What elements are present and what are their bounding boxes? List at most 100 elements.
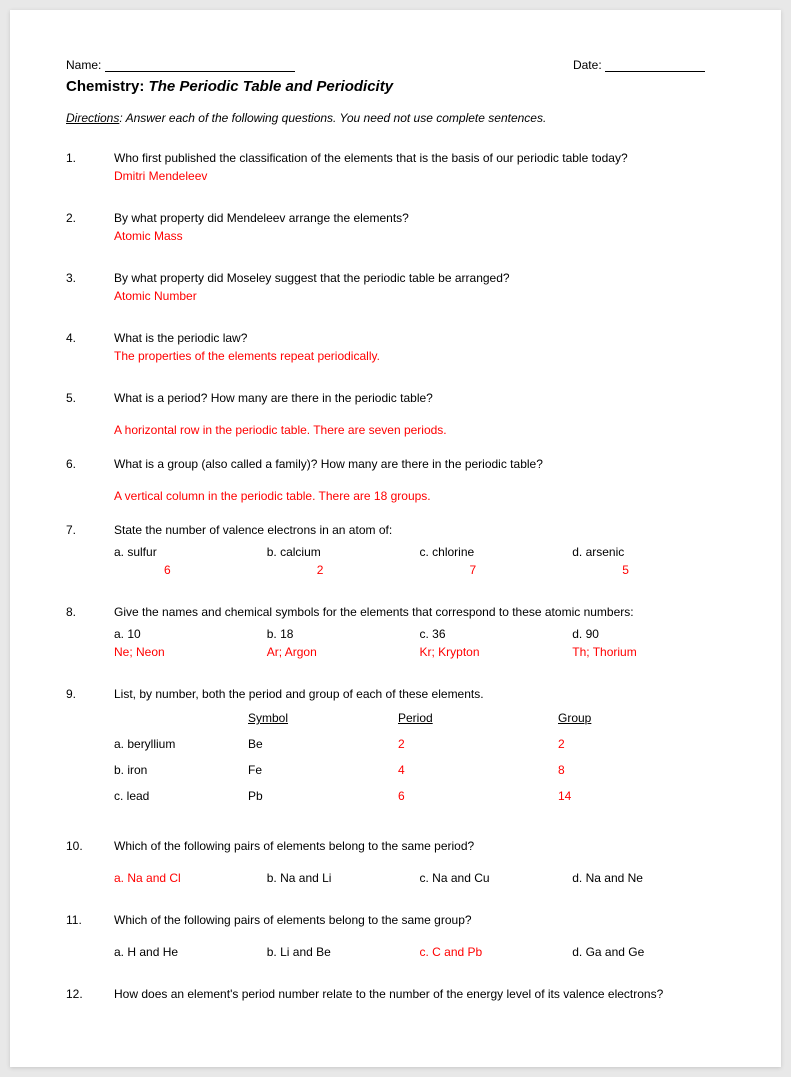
question-2: 2. By what property did Mendeleev arrang… (66, 209, 725, 245)
q-body: What is a period? How many are there in … (114, 389, 725, 439)
q-number: 5. (66, 389, 114, 439)
q7-b-ans: 2 (267, 561, 420, 579)
question-10: 10. Which of the following pairs of elem… (66, 837, 725, 887)
q-body: Which of the following pairs of elements… (114, 911, 725, 961)
q7-answers: 6 2 7 5 (114, 561, 725, 579)
q11-d: d. Ga and Ge (572, 943, 725, 961)
q10-a: a. Na and Cl (114, 869, 267, 887)
directions: Directions: Answer each of the following… (66, 111, 725, 125)
worksheet-page: Name: Date: Chemistry: The Periodic Tabl… (10, 10, 781, 1067)
q-text: How does an element's period number rela… (114, 985, 725, 1003)
q-text: Which of the following pairs of elements… (114, 837, 725, 855)
question-12: 12. How does an element's period number … (66, 985, 725, 1003)
q-answer: Atomic Number (114, 287, 725, 305)
blank-cell (114, 709, 248, 727)
q8-d-ans: Th; Thorium (572, 643, 725, 661)
q-body: State the number of valence electrons in… (114, 521, 725, 579)
h-group: Group (558, 709, 678, 727)
el: a. beryllium (114, 735, 248, 753)
title-prefix: Chemistry: (66, 78, 144, 95)
q-answer: Dmitri Mendeleev (114, 167, 725, 185)
q10-d: d. Na and Ne (572, 869, 725, 887)
group: 8 (558, 761, 678, 779)
q-body: Which of the following pairs of elements… (114, 837, 725, 887)
q-number: 2. (66, 209, 114, 245)
name-field: Name: (66, 58, 295, 72)
q-body: What is a group (also called a family)? … (114, 455, 725, 505)
q8-c-ans: Kr; Krypton (420, 643, 573, 661)
q7-c: c. chlorine (420, 543, 573, 561)
q-number: 7. (66, 521, 114, 579)
question-1: 1. Who first published the classificatio… (66, 149, 725, 185)
q-text: State the number of valence electrons in… (114, 521, 725, 539)
q-text: What is a group (also called a family)? … (114, 455, 725, 473)
q-body: By what property did Moseley suggest tha… (114, 269, 725, 305)
question-4: 4. What is the periodic law? The propert… (66, 329, 725, 365)
q9-table: Symbol Period Group a. beryllium Be 2 2 … (114, 709, 725, 805)
q-answer: Atomic Mass (114, 227, 725, 245)
name-blank (105, 60, 295, 72)
q-number: 9. (66, 685, 114, 813)
sym: Be (248, 735, 398, 753)
q8-answers: Ne; Neon Ar; Argon Kr; Krypton Th; Thori… (114, 643, 725, 661)
q10-b: b. Na and Li (267, 869, 420, 887)
q-number: 11. (66, 911, 114, 961)
name-label: Name: (66, 58, 101, 72)
q-answer: A horizontal row in the periodic table. … (114, 421, 725, 439)
q-text: Who first published the classification o… (114, 149, 725, 167)
q-body: List, by number, both the period and gro… (114, 685, 725, 813)
q-answer: A vertical column in the periodic table.… (114, 487, 725, 505)
q-text: What is the periodic law? (114, 329, 725, 347)
q10-c: c. Na and Cu (420, 869, 573, 887)
q8-a: a. 10 (114, 625, 267, 643)
h-symbol: Symbol (248, 709, 398, 727)
el: b. iron (114, 761, 248, 779)
q-number: 1. (66, 149, 114, 185)
q7-a-ans: 6 (114, 561, 267, 579)
q-text: Which of the following pairs of elements… (114, 911, 725, 929)
q-number: 6. (66, 455, 114, 505)
q-body: Give the names and chemical symbols for … (114, 603, 725, 661)
q-number: 10. (66, 837, 114, 887)
q8-d: d. 90 (572, 625, 725, 643)
q-number: 12. (66, 985, 114, 1003)
period: 4 (398, 761, 558, 779)
q-number: 4. (66, 329, 114, 365)
q7-b: b. calcium (267, 543, 420, 561)
q8-b: b. 18 (267, 625, 420, 643)
sym: Pb (248, 787, 398, 805)
header-row: Name: Date: (66, 58, 725, 72)
date-label: Date: (573, 58, 602, 72)
directions-label: Directions (66, 111, 119, 125)
q-answer: The properties of the elements repeat pe… (114, 347, 725, 365)
q-text: List, by number, both the period and gro… (114, 685, 725, 703)
q-body: What is the periodic law? The properties… (114, 329, 725, 365)
period: 6 (398, 787, 558, 805)
q9-header-row: Symbol Period Group (114, 709, 725, 727)
q7-d-ans: 5 (572, 561, 725, 579)
q7-a: a. sulfur (114, 543, 267, 561)
page-title: Chemistry: The Periodic Table and Period… (66, 78, 725, 95)
q-number: 8. (66, 603, 114, 661)
q11-a: a. H and He (114, 943, 267, 961)
q-text: What is a period? How many are there in … (114, 389, 725, 407)
q10-options: a. Na and Cl b. Na and Li c. Na and Cu d… (114, 869, 725, 887)
el: c. lead (114, 787, 248, 805)
q-body: By what property did Mendeleev arrange t… (114, 209, 725, 245)
q-text: Give the names and chemical symbols for … (114, 603, 725, 621)
q7-d: d. arsenic (572, 543, 725, 561)
question-9: 9. List, by number, both the period and … (66, 685, 725, 813)
date-field: Date: (573, 58, 705, 72)
h-period: Period (398, 709, 558, 727)
q11-b: b. Li and Be (267, 943, 420, 961)
question-7: 7. State the number of valence electrons… (66, 521, 725, 579)
question-6: 6. What is a group (also called a family… (66, 455, 725, 505)
q9-row-a: a. beryllium Be 2 2 (114, 735, 725, 753)
sym: Fe (248, 761, 398, 779)
question-8: 8. Give the names and chemical symbols f… (66, 603, 725, 661)
q7-c-ans: 7 (420, 561, 573, 579)
q8-a-ans: Ne; Neon (114, 643, 267, 661)
q-text: By what property did Mendeleev arrange t… (114, 209, 725, 227)
q-body: Who first published the classification o… (114, 149, 725, 185)
q-body: How does an element's period number rela… (114, 985, 725, 1003)
